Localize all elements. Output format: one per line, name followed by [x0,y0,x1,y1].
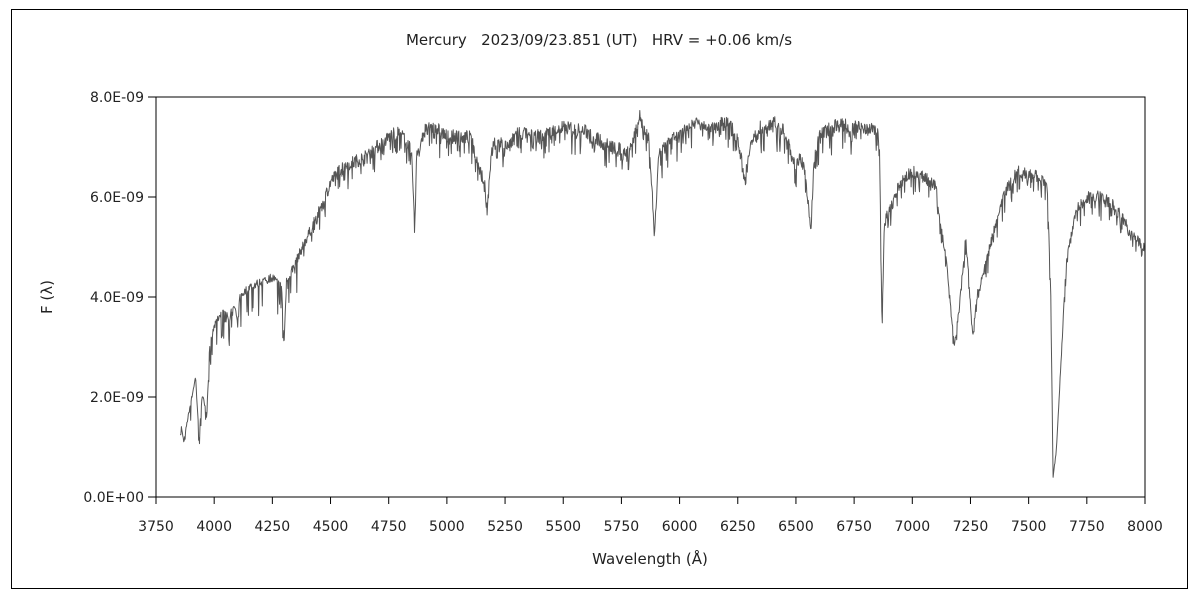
x-tick-label: 5750 [604,519,640,535]
x-tick-label: 5000 [429,519,465,535]
y-tick-label: 6.0E-09 [90,190,144,206]
y-tick-label: 2.0E-09 [90,390,144,406]
x-tick-label: 6250 [720,519,756,535]
x-tick-label: 4250 [255,519,291,535]
y-axis: 0.0E+00 2.0E-09 4.0E-09 6.0E-09 8.0E-09 [83,90,156,506]
x-tick-label: 8000 [1127,519,1163,535]
x-tick-label: 3750 [138,519,174,535]
chart-title: Mercury 2023/09/23.851 (UT) HRV = +0.06 … [406,31,792,49]
y-tick-label: 0.0E+00 [83,490,144,506]
y-tick-label: 4.0E-09 [90,290,144,306]
chart-frame [11,9,1188,589]
x-tick-label: 7750 [1069,519,1105,535]
x-tick-label: 4500 [313,519,349,535]
x-tick-label: 4000 [196,519,232,535]
x-tick-label: 6000 [662,519,698,535]
x-tick-label: 4750 [371,519,407,535]
x-tick-label: 6500 [778,519,814,535]
x-axis-label: Wavelength (Å) [592,549,708,568]
y-axis-label: F (λ) [38,280,56,314]
plot-area [155,96,1146,498]
x-axis: 3750 4000 4250 4500 4750 5000 5250 5500 5750 6000… [138,497,1163,535]
x-tick-label: 7250 [953,519,989,535]
x-tick-label: 6750 [836,519,872,535]
x-tick-label: 5250 [487,519,523,535]
x-tick-label: 7500 [1011,519,1047,535]
spectrum-line [179,110,1146,478]
x-tick-label: 5500 [545,519,581,535]
x-tick-label: 7000 [894,519,930,535]
y-tick-label: 8.0E-09 [90,90,144,106]
